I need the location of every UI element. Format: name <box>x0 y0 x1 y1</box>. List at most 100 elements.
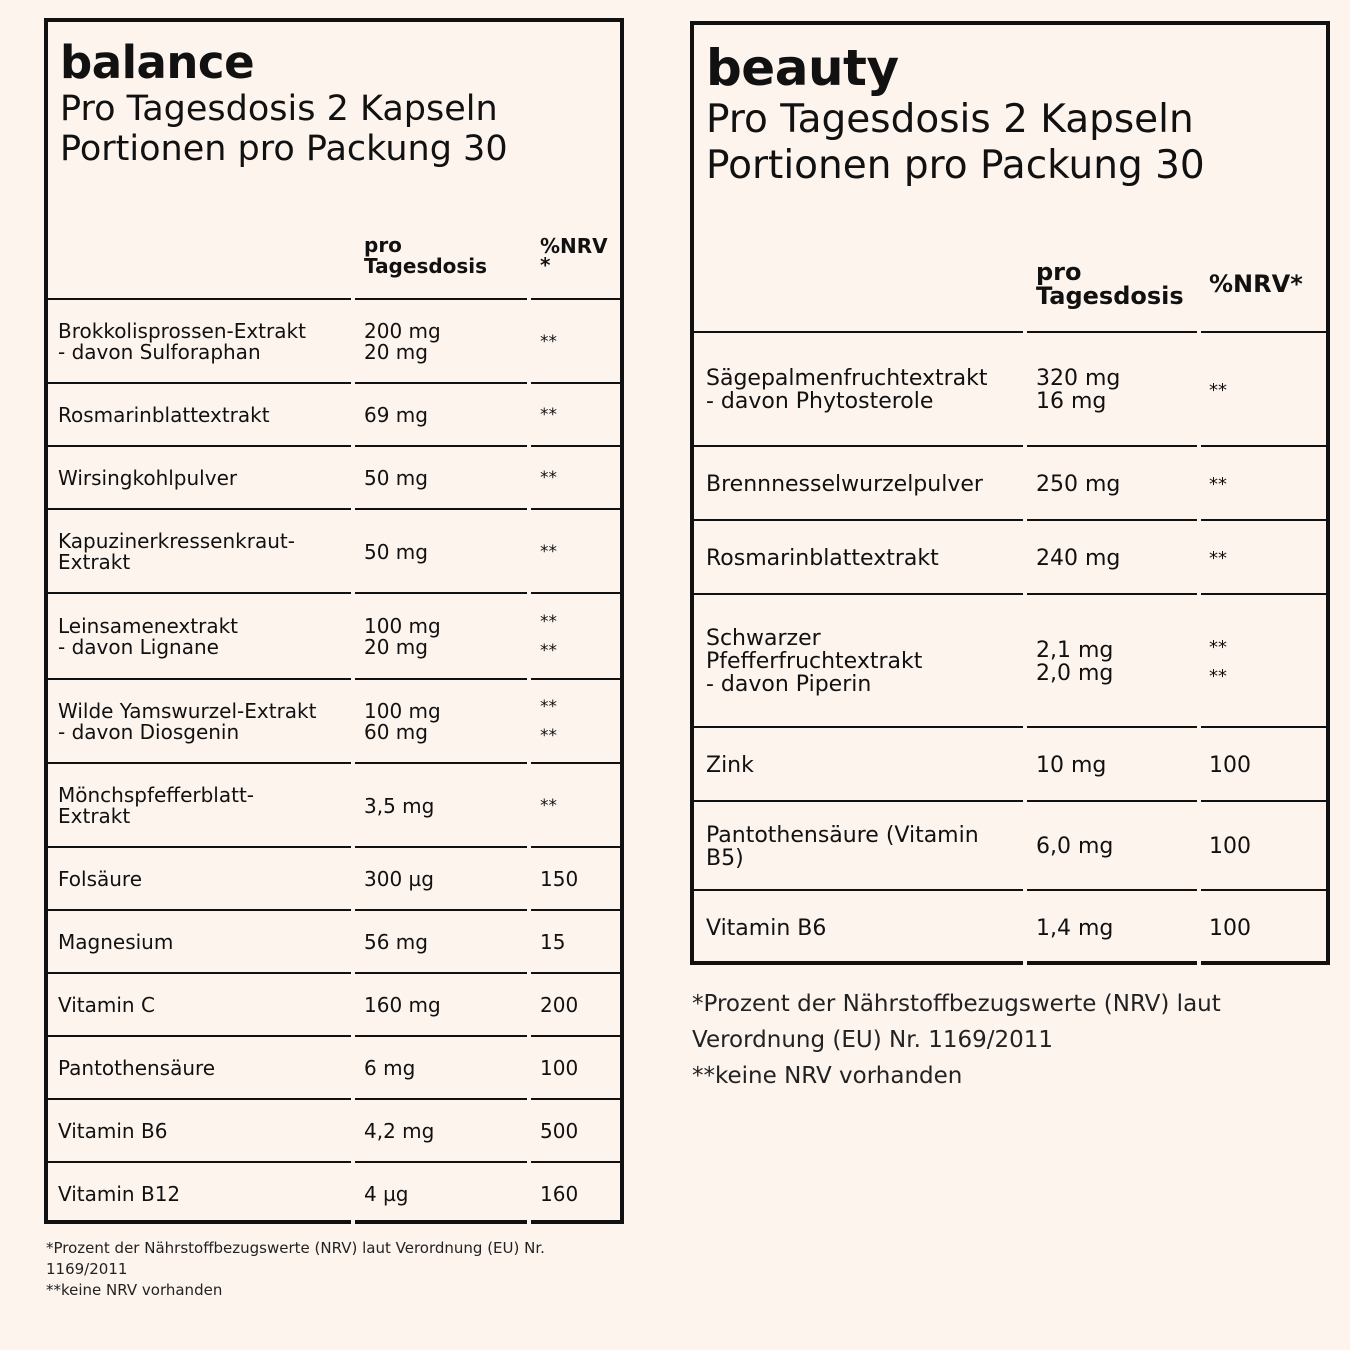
ingredient-nrv: 100 <box>1209 891 1319 965</box>
ingredient-dose: 56 mg <box>364 911 524 974</box>
ingredient-nrv: ** <box>1209 333 1319 447</box>
ingredient-name-line: Brennnesselwurzelpulver <box>706 471 983 497</box>
ingredient-name-line: Rosmarinblattextrakt <box>706 545 939 571</box>
ingredient-nrv-line: 15 <box>540 930 566 954</box>
ingredient-dose-line: 20 mg <box>364 340 428 364</box>
ingredient-name-line: Pantothensäure <box>58 1056 216 1080</box>
footnote-line: **keine NRV vorhanden <box>692 1063 963 1089</box>
ingredient-dose: 300 µg <box>364 848 524 911</box>
ingredient-nrv-line: 200 <box>540 993 579 1017</box>
footnote-line: Verordnung (EU) Nr. 1169/2011 <box>692 1027 1054 1053</box>
ingredient-nrv: ** <box>540 384 620 447</box>
ingredient-name: Zink <box>706 728 1016 802</box>
header-nrv: %NRV* <box>1209 270 1303 298</box>
ingredient-dose: 6 mg <box>364 1037 524 1100</box>
ingredient-name-line: Sägepalmenfruchtextrakt <box>706 366 988 391</box>
ingredient-name-line: - davon Sulforaphan <box>58 340 261 364</box>
ingredient-name-line: Vitamin B6 <box>706 915 827 941</box>
ingredient-name: Vitamin B6 <box>58 1100 348 1163</box>
ingredient-name-line: Vitamin B6 <box>58 1119 168 1143</box>
table-row: Vitamin B6 4,2 mg 500 <box>48 1100 620 1163</box>
ingredient-dose-line: 100 mg <box>364 699 441 723</box>
ingredient-nrv-line: ** <box>1209 379 1227 401</box>
ingredient-dose-line: 16 mg <box>1036 389 1107 414</box>
ingredient-name-line: Vitamin B12 <box>58 1182 181 1206</box>
ingredient-nrv: 15 <box>540 911 620 974</box>
ingredient-nrv-line: ** <box>540 541 557 562</box>
header-dose: pro Tagesdosis <box>1036 258 1184 310</box>
table-row: Brokkolisprossen-Extrakt - davon Sulforap… <box>48 300 620 384</box>
ingredient-name-line: B5) <box>706 845 744 871</box>
table-row: Leinsamenextrakt - davon Lignane 100 mg 20 … <box>48 594 620 680</box>
ingredient-name: Brokkolisprossen-Extrakt - davon Sulforap… <box>58 300 348 384</box>
ingredient-dose: 200 mg 20 mg <box>364 300 524 384</box>
ingredient-nrv-line: 100 <box>1209 834 1251 859</box>
table-row: Vitamin B6 1,4 mg 100 <box>694 891 1326 965</box>
ingredient-dose-line: 2,1 mg <box>1036 637 1114 663</box>
ingredient-dose: 4,2 mg <box>364 1100 524 1163</box>
footnote-line: **keine NRV vorhanden <box>46 1281 223 1299</box>
ingredient-dose-line: 50 mg <box>364 466 428 490</box>
ingredient-nrv-line: ** <box>1209 547 1227 569</box>
ingredient-name: Schwarzer Pfefferfruchtextrakt - davon Pip… <box>706 595 1016 728</box>
ingredient-name: Folsäure <box>58 848 348 911</box>
ingredient-nrv: 500 <box>540 1100 620 1163</box>
ingredient-nrv-line: 150 <box>540 867 579 891</box>
ingredient-name-line: - davon Piperin <box>706 672 872 697</box>
ingredient-dose-line: 60 mg <box>364 720 428 744</box>
table-row: Rosmarinblattextrakt 240 mg ** <box>694 521 1326 595</box>
ingredient-nrv: ** <box>1209 447 1319 521</box>
ingredient-name-line: Rosmarinblattextrakt <box>58 403 270 427</box>
ingredient-name-line: Wilde Yamswurzel-Extrakt <box>58 699 317 723</box>
ingredient-dose-line: 3,5 mg <box>364 793 435 818</box>
table-row: Vitamin C 160 mg 200 <box>48 974 620 1037</box>
ingredient-name-line: Brokkolisprossen-Extrakt <box>58 319 306 343</box>
ingredient-name-line: - davon Lignane <box>58 635 219 659</box>
panel-title: balance <box>60 36 255 89</box>
ingredient-name: Magnesium <box>58 911 348 974</box>
ingredient-nrv: ** <box>540 764 620 848</box>
ingredient-dose-line: 4 µg <box>364 1182 409 1206</box>
table-row: Folsäure 300 µg 150 <box>48 848 620 911</box>
balance-footnote: *Prozent der Nährstoffbezugswerte (NRV) … <box>46 1238 606 1301</box>
header-nrv: %NRV * <box>540 234 608 277</box>
table-row: Brennnesselwurzelpulver 250 mg ** <box>694 447 1326 521</box>
ingredient-dose-line: 69 mg <box>364 403 428 427</box>
ingredient-nrv: ** <box>540 447 620 510</box>
ingredient-name-line: Schwarzer <box>706 626 821 651</box>
ingredient-dose: 100 mg 20 mg <box>364 594 524 680</box>
ingredient-name-line: Pantothensäure (Vitamin <box>706 822 979 848</box>
ingredient-name-line: Mönchspfefferblatt- <box>58 783 255 807</box>
ingredient-name: Vitamin B6 <box>706 891 1016 965</box>
header-dose: pro Tagesdosis <box>364 233 488 278</box>
ingredient-nrv-line: ** <box>540 726 557 746</box>
ingredient-name: Wilde Yamswurzel-Extrakt - davon Diosgeni… <box>58 680 348 764</box>
ingredient-nrv-line: ** <box>540 697 557 717</box>
ingredient-dose-line: 160 mg <box>364 993 441 1017</box>
ingredient-name: Pantothensäure (Vitamin B5) <box>706 802 1016 891</box>
table-row: Schwarzer Pfefferfruchtextrakt - davon Pip… <box>694 595 1326 728</box>
balance-panel: balance Pro Tagesdosis 2 Kapseln Portion… <box>44 18 624 1226</box>
ingredient-nrv: 160 <box>540 1163 620 1226</box>
table-header-row: pro Tagesdosis %NRV * <box>48 212 620 300</box>
ingredient-dose-line: 240 mg <box>1036 545 1121 571</box>
table-row: Pantothensäure 6 mg 100 <box>48 1037 620 1100</box>
ingredient-dose: 1,4 mg <box>1036 891 1201 965</box>
ingredient-dose: 4 µg <box>364 1163 524 1226</box>
ingredient-dose-line: 200 mg <box>364 319 441 343</box>
ingredient-name: Leinsamenextrakt - davon Lignane <box>58 594 348 680</box>
ingredient-nrv-line: ** <box>540 468 557 488</box>
ingredient-dose: 50 mg <box>364 510 524 594</box>
ingredient-name: Mönchspfefferblatt- Extrakt <box>58 764 348 848</box>
portions-line: Portionen pro Packung 30 <box>706 143 1205 188</box>
ingredient-dose: 2,1 mg 2,0 mg <box>1036 595 1201 728</box>
ingredient-name: Vitamin B12 <box>58 1163 348 1226</box>
ingredient-nrv: 150 <box>540 848 620 911</box>
ingredient-dose-line: 4,2 mg <box>364 1119 435 1143</box>
ingredient-dose: 69 mg <box>364 384 524 447</box>
dose-line: Pro Tagesdosis 2 Kapseln <box>706 97 1194 142</box>
table-row: Zink 10 mg 100 <box>694 728 1326 802</box>
table-row: Vitamin B12 4 µg 160 <box>48 1163 620 1226</box>
ingredient-nrv: 200 <box>540 974 620 1037</box>
ingredient-nrv-line: ** <box>540 405 557 425</box>
